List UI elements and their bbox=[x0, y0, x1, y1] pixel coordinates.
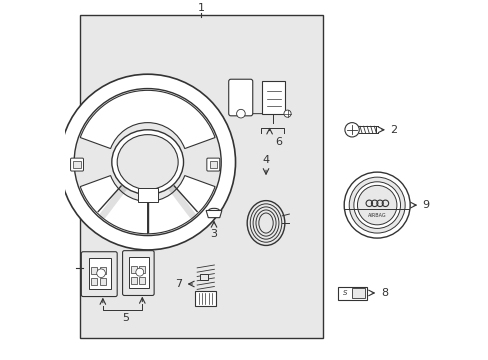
FancyBboxPatch shape bbox=[70, 158, 83, 171]
Bar bbox=[88, 258, 110, 289]
Circle shape bbox=[348, 177, 405, 233]
Wedge shape bbox=[80, 176, 147, 234]
FancyBboxPatch shape bbox=[206, 158, 219, 171]
Bar bbox=[91, 267, 97, 274]
FancyBboxPatch shape bbox=[81, 252, 117, 297]
Bar bbox=[100, 267, 106, 274]
Circle shape bbox=[60, 74, 235, 250]
FancyBboxPatch shape bbox=[262, 81, 284, 114]
Text: 1: 1 bbox=[198, 3, 204, 13]
Wedge shape bbox=[80, 90, 215, 149]
Circle shape bbox=[357, 185, 396, 225]
Wedge shape bbox=[147, 176, 215, 234]
Bar bbox=[131, 266, 137, 273]
Circle shape bbox=[344, 123, 359, 137]
Bar bbox=[351, 288, 364, 298]
Bar bbox=[137, 188, 158, 202]
Circle shape bbox=[74, 89, 221, 235]
Bar bbox=[80, 15, 323, 338]
Bar bbox=[91, 278, 97, 285]
Text: 9: 9 bbox=[422, 200, 429, 210]
Text: AIRBAG: AIRBAG bbox=[367, 213, 386, 218]
Circle shape bbox=[284, 110, 290, 117]
FancyBboxPatch shape bbox=[122, 251, 154, 296]
Text: S: S bbox=[342, 290, 346, 296]
Text: 7: 7 bbox=[174, 279, 182, 289]
Circle shape bbox=[353, 182, 400, 228]
Circle shape bbox=[97, 269, 105, 278]
Text: 2: 2 bbox=[389, 125, 397, 135]
Text: 5: 5 bbox=[122, 313, 128, 323]
Bar bbox=[200, 274, 207, 280]
FancyBboxPatch shape bbox=[228, 79, 252, 116]
Ellipse shape bbox=[260, 215, 271, 231]
Bar bbox=[139, 266, 144, 273]
Bar bbox=[338, 287, 366, 300]
FancyBboxPatch shape bbox=[209, 161, 217, 168]
Bar bbox=[100, 278, 106, 285]
Text: 6: 6 bbox=[275, 137, 282, 147]
Ellipse shape bbox=[117, 135, 178, 189]
FancyBboxPatch shape bbox=[73, 161, 81, 168]
Bar bbox=[131, 277, 137, 284]
Bar bbox=[195, 291, 216, 306]
Text: 8: 8 bbox=[380, 288, 387, 298]
Text: 3: 3 bbox=[210, 229, 217, 239]
Bar bbox=[128, 257, 148, 288]
Circle shape bbox=[344, 172, 409, 238]
Circle shape bbox=[136, 268, 143, 276]
Bar bbox=[139, 277, 144, 284]
Ellipse shape bbox=[112, 130, 183, 194]
Circle shape bbox=[236, 109, 244, 118]
Text: 4: 4 bbox=[262, 154, 269, 165]
Polygon shape bbox=[206, 211, 222, 218]
